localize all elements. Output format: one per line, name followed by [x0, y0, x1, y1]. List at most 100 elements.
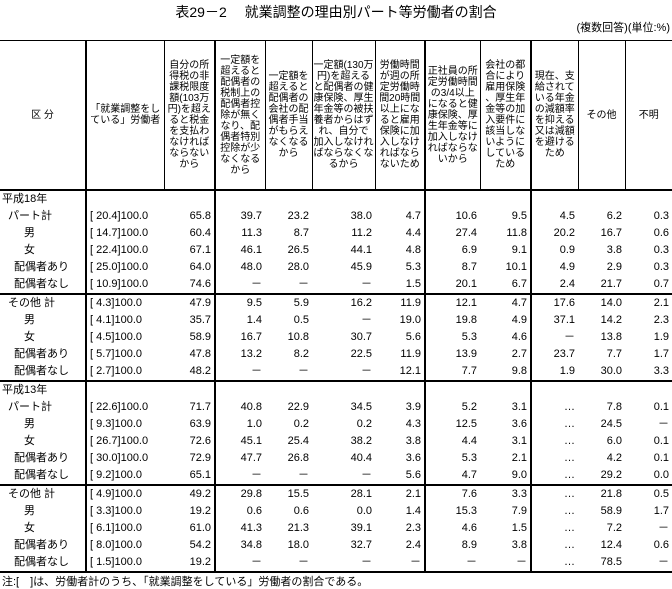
value-cell: 5.3: [424, 450, 480, 467]
value-cell: 3.8: [511, 539, 527, 551]
value-cell: 9.1: [511, 244, 527, 256]
value-cell: 21.3: [287, 522, 309, 534]
row-label: 女: [24, 522, 35, 534]
value-cell: 4.9: [530, 259, 578, 276]
row-label: 配偶者あり: [14, 539, 69, 551]
value-cell: －: [265, 554, 312, 573]
value-cell: 17.6: [530, 293, 578, 312]
value-cell: 4.5: [530, 208, 578, 225]
share-cell: [ 9.3]100.0: [85, 416, 164, 433]
value-cell: 34.5: [350, 401, 372, 413]
value-cell: 8.7: [424, 259, 480, 276]
column-header: 一定額を超えると配偶者の会社の配偶者手当がもらえなくなるから: [264, 40, 312, 191]
value-cell: 38.2: [350, 435, 372, 447]
value-cell: 11.9: [375, 293, 425, 312]
share-cell: [ 22.4]100.0: [85, 242, 164, 259]
value-cell: 28.1: [312, 484, 375, 503]
value-cell: 16.7: [600, 227, 622, 239]
value-cell: 20.2: [530, 225, 578, 242]
share-bracket: [ 14.7]: [90, 227, 121, 239]
row-label: 配偶者なし: [14, 469, 69, 481]
share-bracket: [ 4.3]: [90, 297, 115, 309]
value-cell: 1.5: [511, 522, 527, 534]
value-cell: 0.6: [293, 505, 309, 517]
value-cell: 58.9: [189, 331, 211, 343]
value-cell: …: [530, 467, 578, 485]
value-cell: 1.7: [653, 505, 669, 517]
column-header: 不明: [624, 40, 672, 191]
value-cell: 10.1: [505, 261, 527, 273]
value-cell: 9.5: [214, 293, 265, 312]
value-cell: 3.1: [511, 435, 527, 447]
share-bracket: [ 1.5]: [90, 556, 115, 568]
unit-label: (複数回答)(単位:%): [576, 22, 671, 34]
value-cell: 16.2: [312, 293, 375, 312]
value-cell: 48.0: [214, 259, 265, 276]
value-cell: 58.9: [600, 505, 622, 517]
value-cell: …: [530, 399, 578, 416]
value-cell: 22.5: [350, 348, 372, 360]
table-row: 配偶者あり [ 30.0]100.0 72.9 47.7 26.8 40.4 3.6 5.3 2…: [0, 450, 672, 467]
total-value: 100.0: [120, 435, 149, 447]
value-cell: 0.2: [356, 418, 372, 430]
value-cell: 65.1: [189, 469, 211, 481]
value-cell: 3.9: [405, 401, 421, 413]
value-cell: 1.4: [405, 505, 421, 517]
value-cell: －: [625, 554, 672, 573]
value-cell: 4.7: [424, 467, 480, 485]
value-cell: 5.9: [265, 293, 312, 312]
row-label: その他 計: [0, 293, 86, 312]
row-label: その他 計: [0, 484, 86, 503]
value-cell: 19.2: [189, 505, 211, 517]
total-value: 100.0: [114, 556, 142, 568]
total-value: 100.0: [114, 418, 142, 430]
row-label: 配偶者なし: [0, 554, 86, 573]
value-cell: 45.1: [214, 433, 265, 450]
value-cell: 5.2: [424, 399, 480, 416]
row-label: 女: [24, 244, 35, 256]
value-cell: 9.5: [511, 210, 527, 222]
share-bracket: [ 4.5]: [90, 331, 115, 343]
section-label: 平成13年: [0, 380, 86, 399]
share-cell: [ 10.9]100.0: [85, 276, 164, 294]
value-cell: 10.8: [287, 331, 309, 343]
share-cell: [ 5.7]100.0: [85, 346, 164, 363]
value-cell: 47.8: [189, 348, 211, 360]
value-cell: 0.3: [653, 210, 669, 222]
value-cell: …: [530, 484, 578, 503]
table-row: パート計 [ 22.6]100.0 71.7 40.8 22.9 34.5 3.9 5.2 3.…: [0, 399, 672, 416]
value-cell: 12.4: [600, 539, 622, 551]
value-cell: 3.3: [480, 484, 531, 503]
table-row: 配偶者なし[ 9.2]100.0 65.1 －－－ 5.6 4.7 9.0… 29.2 0.0: [0, 467, 672, 485]
share-cell: [ 26.7]100.0: [85, 433, 164, 450]
total-value: 100.0: [120, 227, 149, 239]
section-row: 平成18年: [0, 190, 672, 208]
value-cell: …: [530, 433, 578, 450]
table-row: 女 [ 4.5]100.0 58.9 16.7 10.8 30.7 5.6 5.3 4.6 － 13…: [0, 329, 672, 346]
table-row: 女 [ 6.1]100.0 61.0 41.3 21.3 39.1 2.3 4.6 1.5… 7.…: [0, 520, 672, 537]
value-cell: 1.7: [653, 348, 669, 360]
value-cell: 2.3: [405, 522, 421, 534]
data-table: 区 分「就業調整をしている」労働者 自分の所得税の非課税限度額(103万円)を超え…: [0, 40, 672, 573]
row-label: 男: [24, 418, 35, 430]
value-cell: －: [298, 469, 309, 481]
value-cell: 40.4: [350, 452, 372, 464]
value-cell: 1.9: [653, 331, 669, 343]
section-label: 平成18年: [2, 193, 48, 205]
value-cell: 2.1: [511, 452, 527, 464]
share-cell: [ 4.3]100.0: [85, 293, 164, 312]
value-cell: …: [530, 554, 578, 573]
value-cell: 48.2: [189, 365, 211, 377]
value-cell: …: [530, 520, 578, 537]
value-cell: 23.2: [287, 210, 309, 222]
value-cell: 8.9: [424, 537, 480, 554]
share-cell: [ 2.7]100.0: [85, 363, 164, 381]
value-cell: 4.7: [405, 210, 421, 222]
column-header: 会社の都合により雇用保険、厚生年金等の加入要件に該当しないようにしているため: [479, 40, 531, 191]
share-bracket: [ 4.1]: [90, 314, 115, 326]
value-cell: 64.0: [189, 261, 211, 273]
value-cell: 4.8: [405, 244, 421, 256]
value-cell: 8.7: [293, 227, 309, 239]
column-header: 一定額(130万円)を超えると配偶者の健康保険、厚生年金等の被扶養者からはずれ、…: [311, 40, 375, 191]
value-cell: 1.9: [530, 363, 578, 381]
